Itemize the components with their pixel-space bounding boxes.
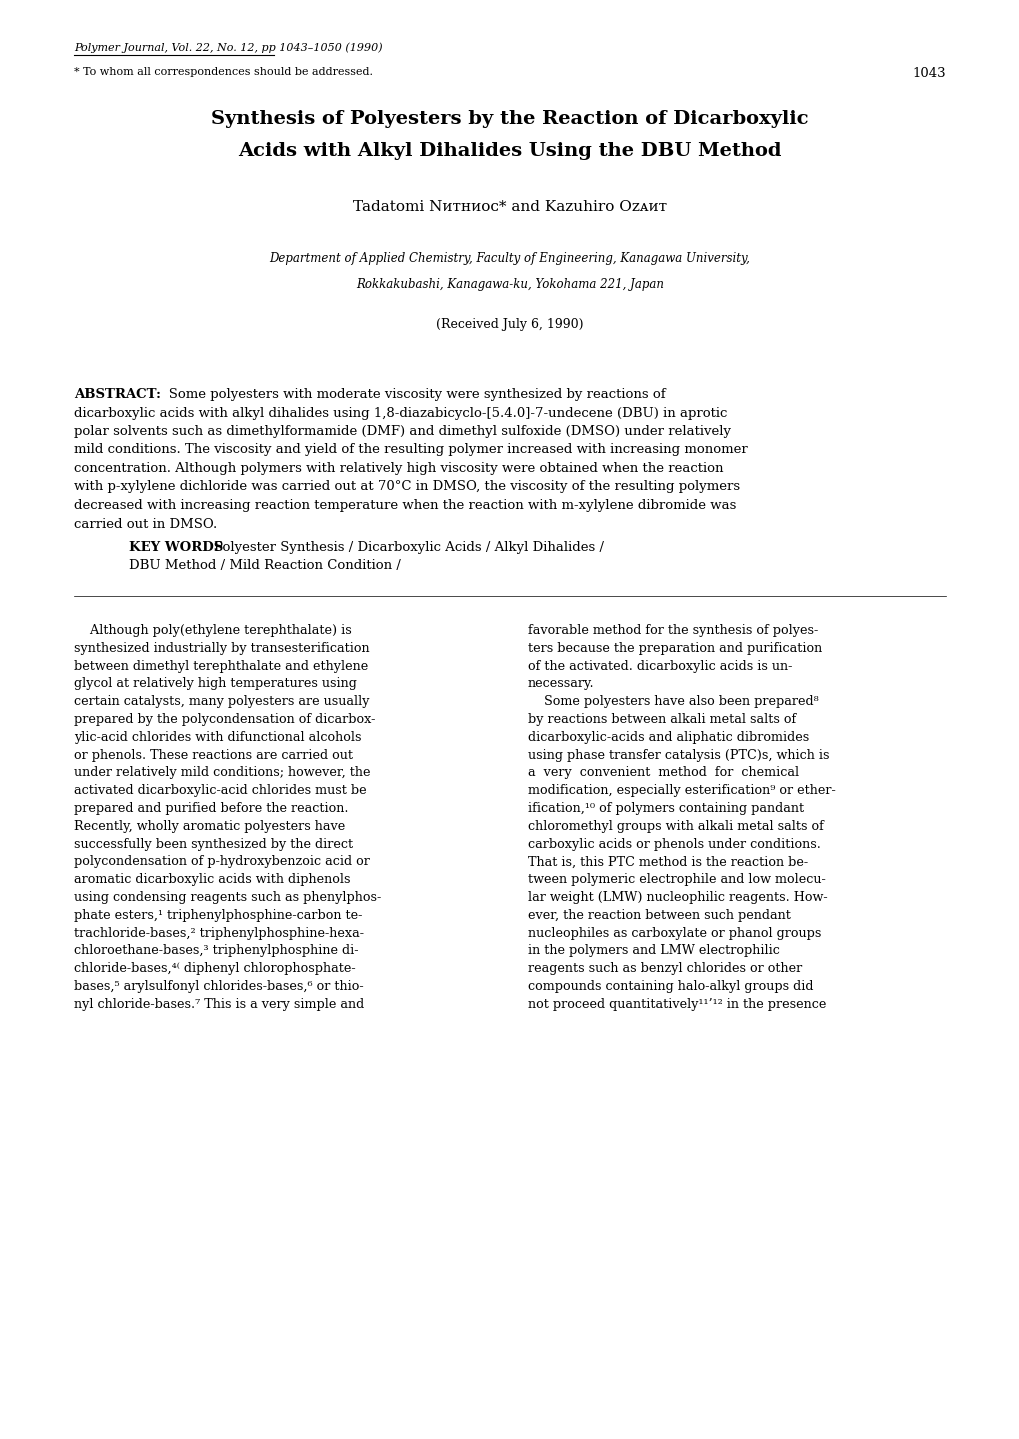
Text: with p-xylylene dichloride was carried out at 70°C in DMSO, the viscosity of the: with p-xylylene dichloride was carried o… (74, 481, 740, 494)
Text: ylic-acid chlorides with difunctional alcohols: ylic-acid chlorides with difunctional al… (74, 731, 361, 744)
Text: carried out in DMSO.: carried out in DMSO. (74, 518, 217, 531)
Text: nucleophiles as carboxylate or phanol groups: nucleophiles as carboxylate or phanol gr… (528, 927, 820, 940)
Text: carboxylic acids or phenols under conditions.: carboxylic acids or phenols under condit… (528, 837, 820, 850)
Text: between dimethyl terephthalate and ethylene: between dimethyl terephthalate and ethyl… (74, 659, 368, 672)
Text: aromatic dicarboxylic acids with diphenols: aromatic dicarboxylic acids with dipheno… (74, 873, 351, 886)
Text: dicarboxylic acids with alkyl dihalides using 1,8-diazabicyclo-[5.4.0]-7-undecen: dicarboxylic acids with alkyl dihalides … (74, 406, 727, 420)
Text: dicarboxylic-acids and aliphatic dibromides: dicarboxylic-acids and aliphatic dibromi… (528, 731, 808, 744)
Text: reagents such as benzyl chlorides or other: reagents such as benzyl chlorides or oth… (528, 963, 802, 976)
Text: Some polyesters have also been prepared⁸: Some polyesters have also been prepared⁸ (528, 695, 818, 708)
Text: polycondensation of p-hydroxybenzoic acid or: polycondensation of p-hydroxybenzoic aci… (74, 855, 370, 868)
Text: under relatively mild conditions; however, the: under relatively mild conditions; howeve… (74, 767, 370, 780)
Text: chloroethane-bases,³ triphenylphosphine di-: chloroethane-bases,³ triphenylphosphine … (74, 944, 358, 957)
Text: certain catalysts, many polyesters are usually: certain catalysts, many polyesters are u… (74, 695, 369, 708)
Text: compounds containing halo-alkyl groups did: compounds containing halo-alkyl groups d… (528, 980, 813, 993)
Text: trachloride-bases,² triphenylphosphine-hexa-: trachloride-bases,² triphenylphosphine-h… (74, 927, 364, 940)
Text: ification,¹⁰ of polymers containing pandant: ification,¹⁰ of polymers containing pand… (528, 802, 803, 814)
Text: by reactions between alkali metal salts of: by reactions between alkali metal salts … (528, 712, 796, 727)
Text: using condensing reagents such as phenylphos-: using condensing reagents such as phenyl… (74, 891, 381, 904)
Text: Polymer Journal, Vol. 22, No. 12, pp 1043–1050 (1990): Polymer Journal, Vol. 22, No. 12, pp 104… (74, 42, 382, 53)
Text: ever, the reaction between such pendant: ever, the reaction between such pendant (528, 909, 790, 922)
Text: 1043: 1043 (911, 68, 945, 81)
Text: Although poly(ethylene terephthalate) is: Although poly(ethylene terephthalate) is (74, 625, 352, 637)
Text: bases,⁵ arylsulfonyl chlorides-bases,⁶ or thio-: bases,⁵ arylsulfonyl chlorides-bases,⁶ o… (74, 980, 363, 993)
Text: chloride-bases,⁴⁽ diphenyl chlorophosphate-: chloride-bases,⁴⁽ diphenyl chlorophospha… (74, 963, 356, 976)
Text: KEY WORDS: KEY WORDS (128, 541, 223, 554)
Text: Polyester Synthesis / Dicarboxylic Acids / Alkyl Dihalides /: Polyester Synthesis / Dicarboxylic Acids… (214, 541, 603, 554)
Text: chloromethyl groups with alkali metal salts of: chloromethyl groups with alkali metal sa… (528, 820, 823, 833)
Text: DBU Method / Mild Reaction Condition /: DBU Method / Mild Reaction Condition / (128, 560, 400, 573)
Text: Rokkakubashi, Kanagawa-ku, Yokohama 221, Japan: Rokkakubashi, Kanagawa-ku, Yokohama 221,… (356, 278, 663, 291)
Text: Department of Applied Chemistry, Faculty of Engineering, Kanagawa University,: Department of Applied Chemistry, Faculty… (269, 252, 750, 265)
Text: favorable method for the synthesis of polyes-: favorable method for the synthesis of po… (528, 625, 817, 637)
Text: nyl chloride-bases.⁷ This is a very simple and: nyl chloride-bases.⁷ This is a very simp… (74, 997, 364, 1010)
Text: of the activated․ dicarboxylic acids is un-: of the activated․ dicarboxylic acids is … (528, 659, 792, 672)
Text: activated dicarboxylic-acid chlorides must be: activated dicarboxylic-acid chlorides mu… (74, 784, 366, 797)
Text: prepared and purified before the reaction.: prepared and purified before the reactio… (74, 802, 348, 814)
Text: concentration. Although polymers with relatively high viscosity were obtained wh: concentration. Although polymers with re… (74, 462, 722, 475)
Text: using phase transfer catalysis (PTC)s, which is: using phase transfer catalysis (PTC)s, w… (528, 748, 828, 761)
Text: modification, especially esterification⁹ or ether-: modification, especially esterification⁹… (528, 784, 835, 797)
Text: Tadatomi Nᴎᴛʜᴎᴏᴄ* and Kazuhiro Oᴢᴀᴎᴛ: Tadatomi Nᴎᴛʜᴎᴏᴄ* and Kazuhiro Oᴢᴀᴎᴛ (353, 200, 666, 214)
Text: mild conditions. The viscosity and yield of the resulting polymer increased with: mild conditions. The viscosity and yield… (74, 443, 747, 456)
Text: a  very  convenient  method  for  chemical: a very convenient method for chemical (528, 767, 798, 780)
Text: That is, this PTC method is the reaction be-: That is, this PTC method is the reaction… (528, 855, 807, 868)
Text: Some polyesters with moderate viscosity were synthesized by reactions of: Some polyesters with moderate viscosity … (156, 389, 665, 401)
Text: or phenols. These reactions are carried out: or phenols. These reactions are carried … (74, 748, 353, 761)
Text: tween polymeric electrophile and low molecu-: tween polymeric electrophile and low mol… (528, 873, 825, 886)
Text: phate esters,¹ triphenylphosphine-carbon te-: phate esters,¹ triphenylphosphine-carbon… (74, 909, 362, 922)
Text: prepared by the polycondensation of dicarbox-: prepared by the polycondensation of dica… (74, 712, 375, 727)
Text: * To whom all correspondences should be addressed.: * To whom all correspondences should be … (74, 68, 373, 78)
Text: necessary.: necessary. (528, 678, 594, 691)
Text: Recently, wholly aromatic polyesters have: Recently, wholly aromatic polyesters hav… (74, 820, 344, 833)
Text: synthesized industrially by transesterification: synthesized industrially by transesterif… (74, 642, 369, 655)
Text: decreased with increasing reaction temperature when the reaction with m-xylylene: decreased with increasing reaction tempe… (74, 499, 736, 512)
Text: (Received July 6, 1990): (Received July 6, 1990) (436, 318, 583, 331)
Text: successfully been synthesized by the direct: successfully been synthesized by the dir… (74, 837, 353, 850)
Text: ABSTRACT:: ABSTRACT: (74, 389, 161, 401)
Text: ters because the preparation and purification: ters because the preparation and purific… (528, 642, 821, 655)
Text: polar solvents such as dimethylformamide (DMF) and dimethyl sulfoxide (DMSO) und: polar solvents such as dimethylformamide… (74, 425, 731, 437)
Text: Synthesis of Polyesters by the Reaction of Dicarboxylic: Synthesis of Polyesters by the Reaction … (211, 109, 808, 128)
Text: lar weight (LMW) nucleophilic reagents. How-: lar weight (LMW) nucleophilic reagents. … (528, 891, 826, 904)
Text: Acids with Alkyl Dihalides Using the DBU Method: Acids with Alkyl Dihalides Using the DBU… (238, 142, 781, 160)
Text: in the polymers and LMW electrophilic: in the polymers and LMW electrophilic (528, 944, 780, 957)
Text: not proceed quantitatively¹¹’¹² in the presence: not proceed quantitatively¹¹’¹² in the p… (528, 997, 825, 1010)
Text: glycol at relatively high temperatures using: glycol at relatively high temperatures u… (74, 678, 357, 691)
